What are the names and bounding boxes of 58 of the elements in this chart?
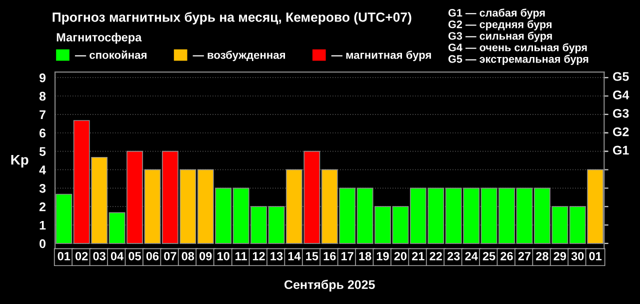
ref-line-label: G3 bbox=[613, 108, 629, 118]
x-tick-label: 26 bbox=[500, 252, 513, 260]
x-tick-label: 17 bbox=[341, 252, 354, 260]
x-tick-label: 03 bbox=[93, 252, 106, 260]
x-tick-label: 08 bbox=[182, 252, 194, 260]
x-tick-label: 06 bbox=[146, 252, 159, 260]
y-tick-label: 2 bbox=[39, 202, 46, 212]
text: G3 — сильная буря bbox=[448, 32, 552, 42]
x-tick-label: 19 bbox=[376, 252, 389, 260]
x-tick-label: 02 bbox=[76, 252, 88, 260]
text: G1 — слабая буря bbox=[448, 8, 545, 19]
x-tick-label: 28 bbox=[536, 252, 548, 260]
x-tick-label: 15 bbox=[306, 252, 318, 260]
x-tick-label: 01 bbox=[58, 252, 70, 260]
text: G2 — средняя буря bbox=[448, 20, 552, 30]
x-tick-label: 24 bbox=[465, 252, 478, 260]
x-tick-label: 01 bbox=[589, 252, 602, 260]
legend-label: — спокойная bbox=[74, 50, 146, 59]
x-tick-label: 16 bbox=[324, 252, 336, 260]
x-tick-label: 13 bbox=[270, 252, 283, 260]
x-tick-label: 30 bbox=[571, 252, 584, 260]
ref-line-label: G1 bbox=[613, 146, 629, 155]
y-tick-label: 0 bbox=[40, 239, 46, 248]
x-tick-label: 21 bbox=[412, 252, 424, 260]
y-tick-label: 5 bbox=[39, 147, 46, 156]
y-tick-label: 8 bbox=[39, 92, 46, 101]
x-tick-label: 12 bbox=[252, 252, 265, 260]
x-tick-label: 20 bbox=[394, 252, 407, 260]
text: G5 — экстремальная буря bbox=[448, 54, 588, 65]
y-tick-label: 7 bbox=[40, 110, 46, 119]
x-tick-label: 10 bbox=[217, 252, 230, 260]
chart-title: Прогноз магнитных бурь на месяц, Кемерово (UTC+07) bbox=[52, 12, 412, 24]
x-tick-label: 05 bbox=[128, 252, 141, 260]
x-tick-label: 14 bbox=[288, 252, 301, 260]
x-tick-label: 29 bbox=[554, 252, 566, 260]
x-tick-label: 18 bbox=[359, 252, 372, 260]
y-tick-label: 1 bbox=[40, 220, 46, 230]
legend-label: — магнитная буря bbox=[331, 50, 431, 62]
x-tick-label: 22 bbox=[430, 252, 442, 260]
legend-title: Магнитосфера bbox=[56, 32, 142, 44]
legend-label: — возбужденная bbox=[192, 50, 285, 62]
x-tick-label: 23 bbox=[447, 252, 460, 260]
ref-line-label: G4 bbox=[613, 90, 630, 100]
x-tick-label: 25 bbox=[482, 252, 496, 260]
y-tick-label: 9 bbox=[39, 73, 46, 82]
y-tick-label: 4 bbox=[39, 166, 46, 174]
x-tick-label: 09 bbox=[200, 252, 212, 260]
x-axis-title: Сентябрь 2025 bbox=[284, 280, 375, 292]
ref-line-label: G5 bbox=[613, 72, 629, 81]
x-tick-label: 27 bbox=[518, 252, 530, 260]
y-tick-label: 6 bbox=[40, 128, 46, 138]
text: G4 — очень сильная буря bbox=[448, 43, 587, 54]
y-axis-title: Kp bbox=[11, 155, 28, 168]
ref-line-label: G2 bbox=[613, 127, 629, 136]
x-tick-label: 11 bbox=[236, 252, 247, 260]
y-tick-label: 3 bbox=[39, 184, 46, 193]
x-tick-label: 04 bbox=[110, 252, 124, 260]
x-tick-label: 07 bbox=[164, 252, 176, 260]
